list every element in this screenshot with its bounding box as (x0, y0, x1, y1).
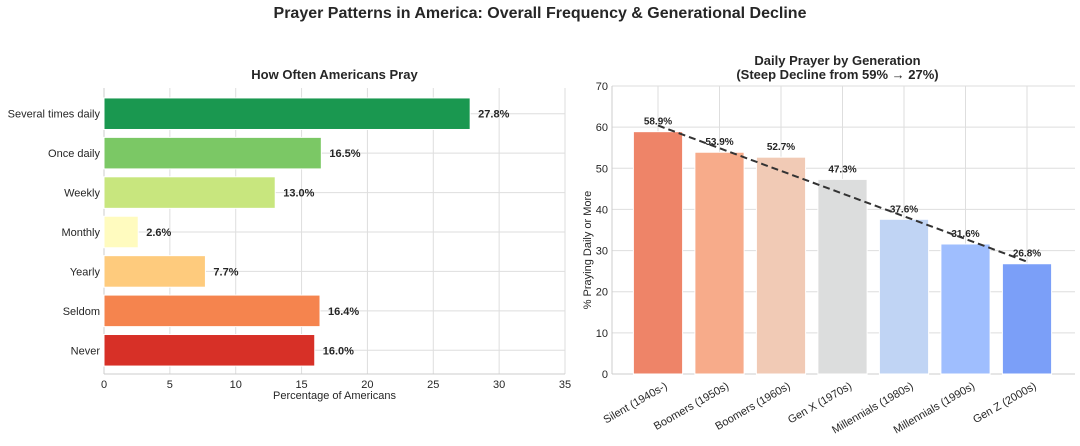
right-bar (1001, 263, 1053, 375)
left-y-tick-label: Never (71, 345, 101, 357)
left-value-label: 16.4% (328, 306, 359, 318)
right-x-tick-labels: Silent (1940s-)Boomers (1950s)Boomers (1… (602, 380, 1039, 436)
left-bar (103, 136, 322, 170)
right-y-tick-label: 10 (596, 328, 608, 340)
left-x-tick-label: 5 (167, 379, 173, 391)
left-x-tick-label: 35 (559, 379, 571, 391)
left-bar (103, 97, 471, 130)
left-chart-title: How Often Americans Pray (251, 67, 418, 82)
left-value-label: 2.6% (146, 227, 171, 239)
figure-title: Prayer Patterns in America: Overall Freq… (273, 5, 807, 22)
left-x-tick-label: 0 (101, 379, 107, 391)
right-value-label: 47.3% (828, 164, 856, 175)
left-y-tick-label: Weekly (64, 188, 100, 200)
left-y-tick-label: Monthly (61, 227, 100, 239)
right-value-label: 58.9% (644, 117, 672, 128)
left-value-label: 7.7% (213, 266, 238, 278)
right-value-label: 26.8% (1013, 249, 1041, 260)
left-y-tick-label: Once daily (48, 148, 100, 160)
right-chart: Daily Prayer by Generation (Steep Declin… (582, 53, 1075, 436)
right-bar (632, 131, 684, 375)
right-bar (755, 156, 807, 375)
left-value-label: 16.5% (329, 148, 360, 160)
right-bar (817, 178, 868, 375)
right-y-tick-label: 30 (596, 246, 608, 258)
left-y-tick-label: Yearly (70, 266, 101, 278)
right-y-tick-label: 70 (596, 81, 608, 93)
right-y-tick-label: 40 (596, 204, 608, 216)
right-value-label: 37.6% (890, 204, 918, 215)
right-chart-title: Daily Prayer by Generation (754, 53, 920, 68)
left-value-label: 27.8% (478, 109, 509, 121)
right-value-label: 31.6% (951, 229, 979, 240)
right-y-tick-label: 20 (596, 287, 608, 299)
left-x-tick-label: 30 (493, 379, 505, 391)
left-value-label: 16.0% (323, 345, 354, 357)
left-y-tick-labels: Several times daily Once daily Weekly Month… (8, 109, 101, 358)
right-y-axis-label: % Praying Daily or More (582, 191, 594, 310)
left-x-tick-label: 20 (361, 379, 373, 391)
left-bar (103, 176, 276, 209)
right-y-tick-label: 60 (596, 122, 608, 134)
left-bar (103, 334, 316, 367)
right-value-labels: 58.9% 53.9% 52.7% 47.3% 37.6% 31.6% 26.8% (644, 117, 1041, 260)
left-grid (103, 88, 566, 375)
right-bar (940, 243, 991, 375)
left-x-tick-label: 15 (295, 379, 307, 391)
right-value-label: 53.9% (705, 137, 733, 148)
right-bar (878, 218, 930, 375)
left-x-axis-label: Percentage of Americans (273, 390, 396, 402)
right-y-tick-label: 50 (596, 163, 608, 175)
left-y-tick-label: Several times daily (8, 109, 101, 121)
right-y-tick-label: 0 (602, 369, 608, 381)
right-y-tick-labels: 0 10 20 30 40 50 60 70 (596, 81, 608, 381)
left-bar (103, 294, 321, 328)
left-value-labels: 27.8% 16.5% 13.0% 2.6% 7.7% 16.4% 16.0% (146, 109, 509, 358)
left-bar (103, 255, 206, 288)
left-y-tick-label: Seldom (63, 306, 100, 318)
left-bar (103, 215, 139, 249)
left-value-label: 13.0% (283, 188, 314, 200)
right-x-tick-label: Gen Z (2000s) (971, 380, 1038, 426)
right-value-label: 52.7% (767, 142, 795, 153)
right-bar (694, 151, 745, 375)
left-x-tick-labels: 0 5 10 15 20 25 30 35 (101, 379, 571, 391)
right-bars (632, 131, 1053, 375)
left-x-tick-label: 25 (427, 379, 439, 391)
left-bars (103, 97, 471, 367)
left-x-tick-label: 10 (230, 379, 242, 391)
right-chart-subtitle: (Steep Decline from 59% → 27%) (736, 67, 938, 82)
left-chart: How Often Americans Pray Several times d… (8, 67, 571, 402)
